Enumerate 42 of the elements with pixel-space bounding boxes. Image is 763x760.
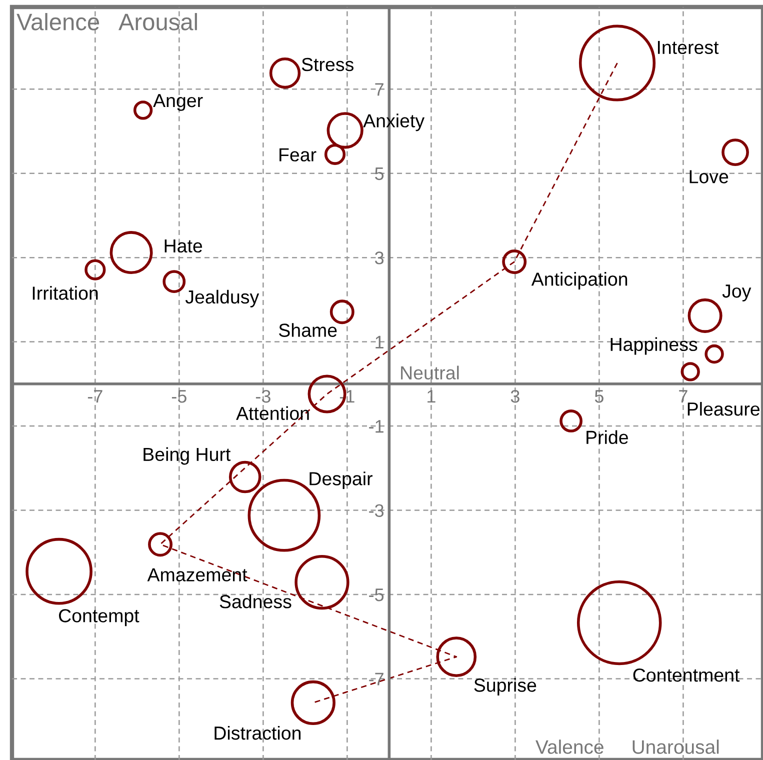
series-label: Contempt xyxy=(58,609,140,626)
series-label: Amazement xyxy=(147,568,248,582)
x-tick-label: 3 xyxy=(510,390,520,403)
x-tick-label: 1 xyxy=(428,390,436,403)
y-tick-label: -3 xyxy=(369,504,384,517)
y-tick-label: -5 xyxy=(369,588,384,602)
series-label: Happiness xyxy=(610,337,698,355)
y-tick-label: -7 xyxy=(369,672,384,686)
series-label: Contentment xyxy=(633,668,740,682)
series-label: Interest xyxy=(658,40,719,54)
series-label: Pride xyxy=(586,430,628,444)
series-label: Anticipation xyxy=(531,272,628,290)
series-label: Shame xyxy=(278,323,337,337)
series-label: Suprise xyxy=(474,678,536,696)
x-tick-label: -3 xyxy=(256,390,270,403)
series-label: Attention xyxy=(236,406,309,420)
y-tick-label: 1 xyxy=(376,336,384,348)
series-label: Pleasure xyxy=(688,402,760,416)
series-label: Hate xyxy=(164,239,202,253)
x-tick-label: -7 xyxy=(88,390,102,403)
annotation: Neutral xyxy=(401,366,459,380)
series-label: Joy xyxy=(722,284,752,302)
series-label: Jealdusy xyxy=(185,290,260,308)
y-tick-label: -1 xyxy=(369,420,384,433)
series-label: Despair xyxy=(310,472,372,490)
y-tick-label: 5 xyxy=(375,167,384,180)
series-label: Irritation xyxy=(32,286,98,300)
y-tick-label: 7 xyxy=(375,83,384,96)
annotation: Valence Arousal xyxy=(16,13,197,30)
series-label: Love xyxy=(690,170,728,184)
series-label: Anxiety xyxy=(363,114,425,132)
series-label: Sadness xyxy=(220,594,292,608)
series-label: Fear xyxy=(280,148,316,162)
y-tick-label: 3 xyxy=(374,252,384,264)
x-tick-label: 5 xyxy=(594,390,604,403)
series-label: Stress xyxy=(302,58,354,72)
x-tick-label: -5 xyxy=(172,390,186,403)
annotation: Valence Unarousal xyxy=(536,740,719,754)
series-label: Distraction xyxy=(214,726,301,740)
series-label: Being Hurt xyxy=(144,447,231,465)
x-tick-label: 7 xyxy=(679,390,688,403)
series-label: Anger xyxy=(153,94,203,111)
